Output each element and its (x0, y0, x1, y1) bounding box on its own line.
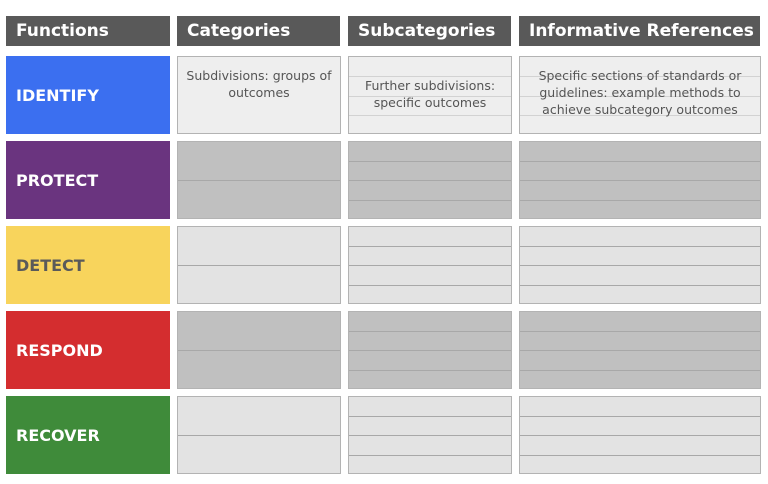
divider (520, 265, 760, 266)
recover-categories-cell (177, 396, 341, 474)
references-description: Specific sections of standards or guidel… (538, 68, 742, 117)
function-detect: DETECT (6, 226, 170, 304)
divider (520, 455, 760, 456)
divider (520, 115, 760, 116)
protect-subcategories-cell (348, 141, 512, 219)
respond-subcategories-cell (348, 311, 512, 389)
header-subcategories: Subcategories (348, 16, 511, 46)
divider (520, 200, 760, 201)
divider (520, 246, 760, 247)
header-categories: Categories (177, 16, 340, 46)
divider (178, 180, 340, 181)
divider (520, 76, 760, 77)
divider (349, 76, 511, 77)
divider (178, 350, 340, 351)
protect-references-cell (519, 141, 761, 219)
divider (349, 285, 511, 286)
divider (349, 370, 511, 371)
subcategories-description: Further subdivisions: specific outcomes (364, 78, 496, 110)
categories-description: Subdivisions: groups of outcomes (186, 68, 332, 100)
detect-references-cell (519, 226, 761, 304)
divider (349, 455, 511, 456)
function-protect: PROTECT (6, 141, 170, 219)
identify-references-cell: Specific sections of standards or guidel… (519, 56, 761, 134)
function-recover: RECOVER (6, 396, 170, 474)
divider (520, 331, 760, 332)
divider (349, 331, 511, 332)
divider (520, 435, 760, 436)
divider (178, 435, 340, 436)
divider (349, 200, 511, 201)
header-informative-references: Informative References (519, 16, 760, 46)
divider (520, 416, 760, 417)
divider (178, 265, 340, 266)
recover-subcategories-cell (348, 396, 512, 474)
respond-references-cell (519, 311, 761, 389)
respond-categories-cell (177, 311, 341, 389)
recover-references-cell (519, 396, 761, 474)
identify-subcategories-cell: Further subdivisions: specific outcomes (348, 56, 512, 134)
divider (520, 180, 760, 181)
function-identify: IDENTIFY (6, 56, 170, 134)
divider (349, 435, 511, 436)
function-respond: RESPOND (6, 311, 170, 389)
divider (520, 96, 760, 97)
detect-subcategories-cell (348, 226, 512, 304)
divider (520, 370, 760, 371)
protect-categories-cell (177, 141, 341, 219)
divider (349, 350, 511, 351)
divider (520, 350, 760, 351)
divider (520, 161, 760, 162)
identify-categories-cell: Subdivisions: groups of outcomes (177, 56, 341, 134)
divider (349, 246, 511, 247)
divider (349, 161, 511, 162)
divider (349, 180, 511, 181)
divider (349, 96, 511, 97)
divider (349, 416, 511, 417)
header-functions: Functions (6, 16, 170, 46)
divider (349, 265, 511, 266)
divider (349, 115, 511, 116)
detect-categories-cell (177, 226, 341, 304)
divider (520, 285, 760, 286)
